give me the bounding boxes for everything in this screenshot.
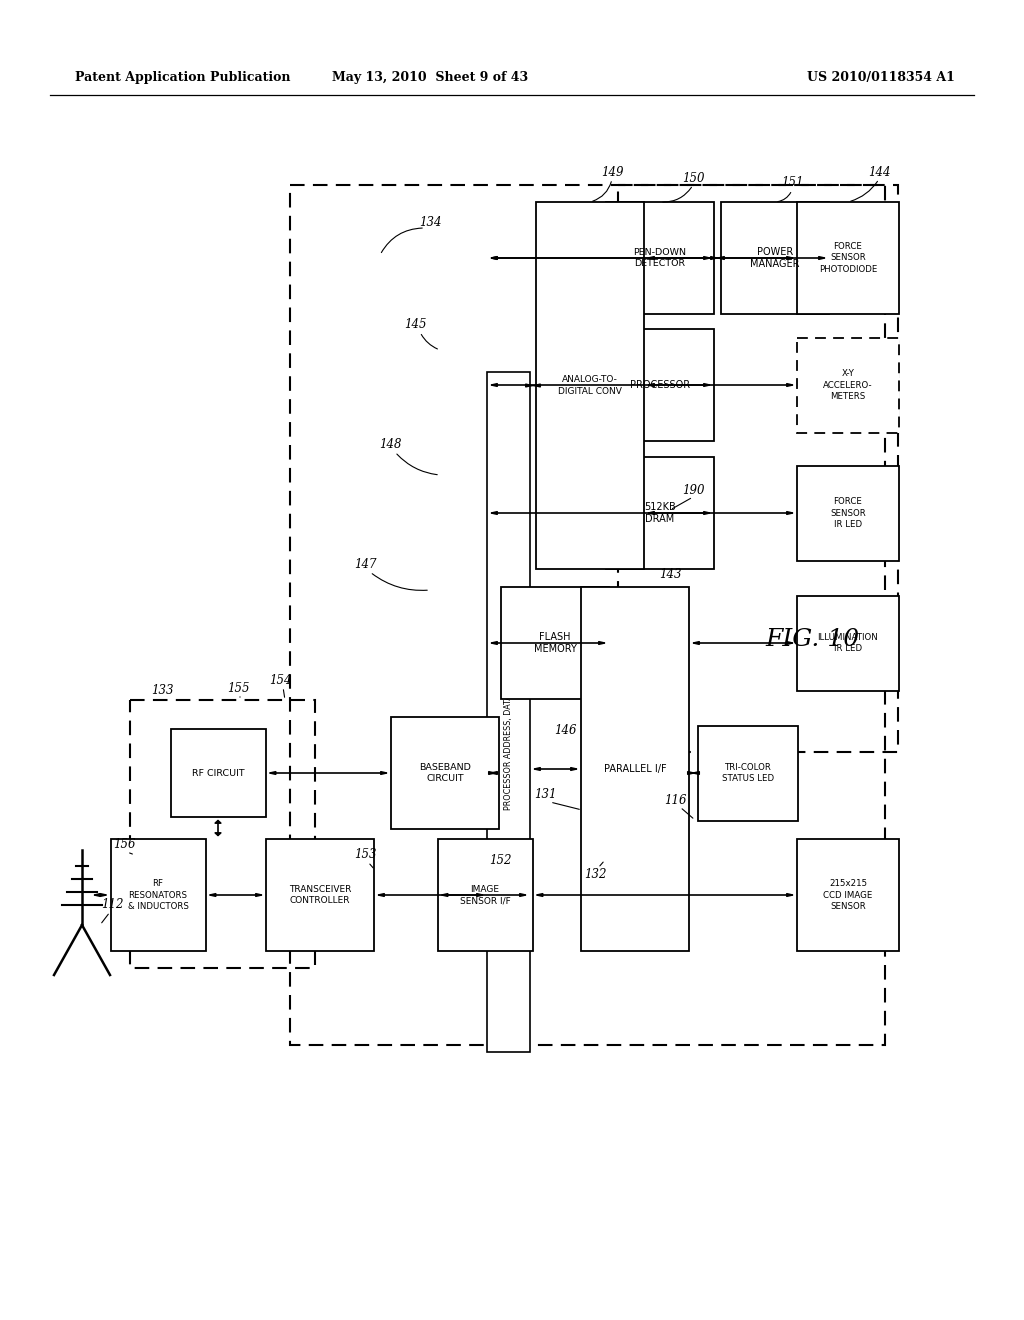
Bar (606, 329, 714, 441)
Text: FIG. 10: FIG. 10 (765, 628, 859, 652)
Bar (581, 587, 689, 950)
Text: FORCE
SENSOR
PHOTODIODE: FORCE SENSOR PHOTODIODE (819, 243, 878, 273)
Text: PROCESSOR ADDRESS, DATA AND CONTROL BUS: PROCESSOR ADDRESS, DATA AND CONTROL BUS (504, 614, 513, 810)
Text: 156: 156 (113, 838, 135, 851)
Text: 133: 133 (151, 684, 173, 697)
Text: 512KB
DRAM: 512KB DRAM (644, 502, 676, 524)
Bar (487, 372, 530, 1052)
Bar (266, 840, 374, 950)
Text: IMAGE
SENSOR I/F: IMAGE SENSOR I/F (460, 884, 510, 906)
Text: 152: 152 (488, 854, 511, 866)
Bar (290, 185, 885, 1045)
Text: May 13, 2010  Sheet 9 of 43: May 13, 2010 Sheet 9 of 43 (332, 71, 528, 84)
Bar (797, 840, 899, 950)
Text: US 2010/0118354 A1: US 2010/0118354 A1 (807, 71, 955, 84)
Text: 143: 143 (658, 569, 681, 582)
Text: X-Y
ACCELERO-
METERS: X-Y ACCELERO- METERS (823, 370, 872, 400)
Bar (171, 729, 265, 817)
Text: 148: 148 (379, 438, 401, 451)
Bar (606, 202, 714, 314)
Text: 150: 150 (682, 172, 705, 185)
Bar (130, 700, 315, 968)
Bar (536, 202, 644, 569)
Text: 112: 112 (100, 899, 123, 912)
Text: 149: 149 (601, 165, 624, 178)
Text: RF
RESONATORS
& INDUCTORS: RF RESONATORS & INDUCTORS (128, 879, 188, 911)
Bar (721, 202, 829, 314)
Text: 153: 153 (353, 849, 376, 862)
Bar (618, 185, 898, 752)
Bar (111, 840, 206, 950)
Bar (606, 457, 714, 569)
Bar (698, 726, 798, 821)
Text: TRANSCEIVER
CONTROLLER: TRANSCEIVER CONTROLLER (289, 884, 351, 906)
Bar (501, 587, 609, 700)
Bar (797, 595, 899, 690)
Text: POWER
MANAGER: POWER MANAGER (751, 247, 800, 269)
Bar (797, 338, 899, 433)
Text: 154: 154 (268, 673, 291, 686)
Text: 190: 190 (682, 483, 705, 496)
Text: 151: 151 (780, 177, 803, 190)
Text: PROCESSOR: PROCESSOR (630, 380, 690, 389)
Text: PARALLEL I/F: PARALLEL I/F (604, 764, 667, 774)
Text: 155: 155 (226, 681, 249, 694)
Bar (391, 717, 499, 829)
Text: 116: 116 (664, 793, 686, 807)
Text: 147: 147 (353, 558, 376, 572)
Text: RF CIRCUIT: RF CIRCUIT (191, 768, 245, 777)
Text: ANALOG-TO-
DIGITAL CONV: ANALOG-TO- DIGITAL CONV (558, 375, 622, 396)
Text: 146: 146 (554, 723, 577, 737)
Text: Patent Application Publication: Patent Application Publication (75, 71, 291, 84)
Text: 144: 144 (867, 165, 890, 178)
Text: BASEBAND
CIRCUIT: BASEBAND CIRCUIT (419, 763, 471, 783)
Bar (797, 202, 899, 314)
Text: 215x215
CCD IMAGE
SENSOR: 215x215 CCD IMAGE SENSOR (823, 879, 872, 911)
Text: 131: 131 (534, 788, 556, 801)
Text: 145: 145 (403, 318, 426, 331)
Text: FLASH
MEMORY: FLASH MEMORY (534, 632, 577, 655)
Text: FORCE
SENSOR
IR LED: FORCE SENSOR IR LED (830, 498, 866, 528)
Bar (797, 466, 899, 561)
Text: 132: 132 (584, 869, 606, 882)
Text: 134: 134 (419, 215, 441, 228)
Text: TRI-COLOR
STATUS LED: TRI-COLOR STATUS LED (722, 763, 774, 783)
Text: ILLUMINATION
IR LED: ILLUMINATION IR LED (817, 634, 879, 653)
Bar (437, 840, 532, 950)
Text: PEN-DOWN
DETECTOR: PEN-DOWN DETECTOR (634, 248, 686, 268)
